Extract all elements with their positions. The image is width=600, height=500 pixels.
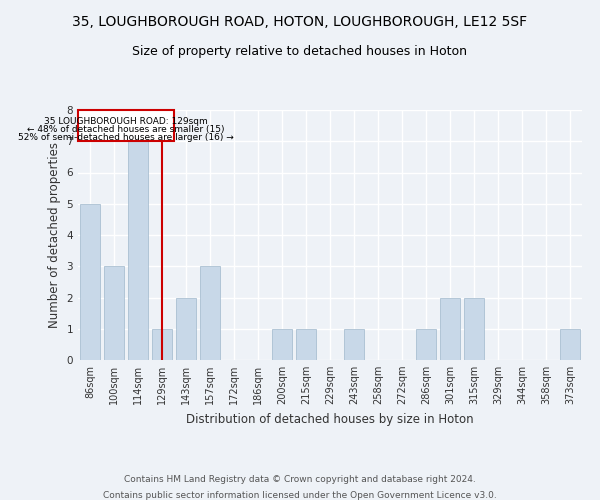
Text: Size of property relative to detached houses in Hoton: Size of property relative to detached ho… xyxy=(133,45,467,58)
Y-axis label: Number of detached properties: Number of detached properties xyxy=(48,142,61,328)
Text: Contains public sector information licensed under the Open Government Licence v3: Contains public sector information licen… xyxy=(103,490,497,500)
Bar xyxy=(464,298,484,360)
Bar xyxy=(128,141,148,360)
Bar xyxy=(560,329,580,360)
X-axis label: Distribution of detached houses by size in Hoton: Distribution of detached houses by size … xyxy=(186,412,474,426)
Text: 35, LOUGHBOROUGH ROAD, HOTON, LOUGHBOROUGH, LE12 5SF: 35, LOUGHBOROUGH ROAD, HOTON, LOUGHBOROU… xyxy=(73,15,527,29)
Bar xyxy=(152,329,172,360)
Bar xyxy=(296,329,316,360)
Bar xyxy=(80,204,100,360)
Bar xyxy=(200,266,220,360)
Text: 35 LOUGHBOROUGH ROAD: 129sqm: 35 LOUGHBOROUGH ROAD: 129sqm xyxy=(44,117,208,126)
Text: ← 48% of detached houses are smaller (15): ← 48% of detached houses are smaller (15… xyxy=(27,124,225,134)
Text: Contains HM Land Registry data © Crown copyright and database right 2024.: Contains HM Land Registry data © Crown c… xyxy=(124,476,476,484)
Bar xyxy=(176,298,196,360)
Bar xyxy=(104,266,124,360)
Bar xyxy=(416,329,436,360)
Bar xyxy=(272,329,292,360)
Bar xyxy=(344,329,364,360)
Bar xyxy=(440,298,460,360)
FancyBboxPatch shape xyxy=(78,110,174,141)
Text: 52% of semi-detached houses are larger (16) →: 52% of semi-detached houses are larger (… xyxy=(18,132,234,141)
